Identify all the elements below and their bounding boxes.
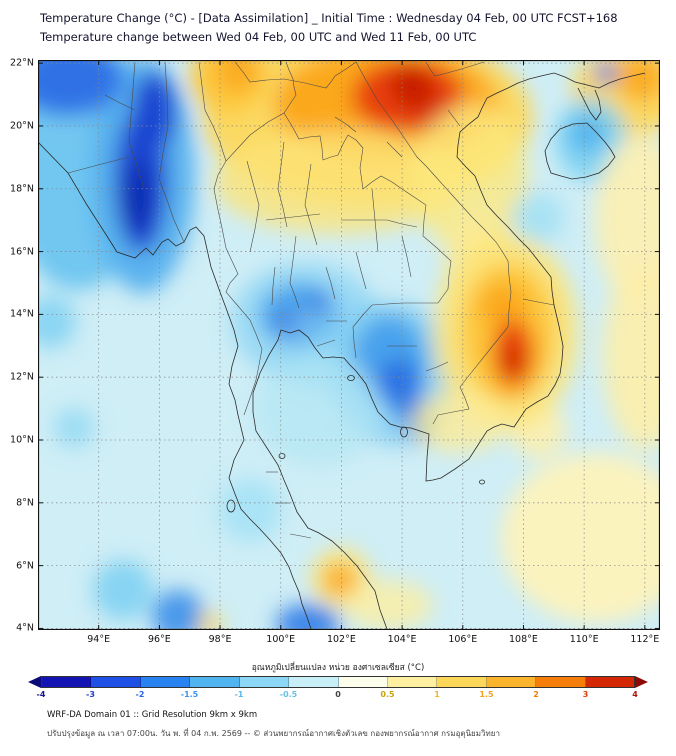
- colorbar-right-arrow: [635, 676, 648, 688]
- lon-tick-label: 98°E: [208, 634, 232, 645]
- colorbar-tick-label: -0.5: [279, 690, 298, 699]
- lat-tick-label: 18°N: [10, 183, 34, 195]
- lon-tick-label: 106°E: [448, 634, 478, 645]
- colorbar-tick-label: 2: [533, 690, 539, 699]
- colorbar-tick-label: -1.5: [180, 690, 199, 699]
- lon-tick-label: 94°E: [87, 634, 111, 645]
- colorbar-segments: [41, 676, 635, 688]
- lat-tick-label: 6°N: [16, 560, 34, 572]
- colorbar-tick-label: 4: [632, 690, 638, 699]
- lon-tick-label: 100°E: [266, 634, 296, 645]
- colorbar-segment: [239, 677, 290, 687]
- colorbar-segment: [387, 677, 438, 687]
- lon-tick-label: 112°E: [630, 634, 660, 645]
- colorbar-title: อุณหภูมิเปลี่ยนแปลง หน่วย องศาเซลเซียส (…: [251, 663, 425, 673]
- colorbar-ticks: -4 -3 -2 -1.5 -1 -0.5 0 0.5 1 1.5 2 3 4: [28, 690, 648, 702]
- title-block: Temperature Change (°C) - [Data Assimila…: [40, 9, 618, 47]
- colorbar-segment: [486, 677, 537, 687]
- domain-resolution-text: WRF-DA Domain 01 :: Grid Resolution 9km …: [47, 710, 258, 720]
- page-subtitle: Temperature change between Wed 04 Feb, 0…: [40, 29, 477, 44]
- colorbar-tick-label: -1: [234, 690, 244, 699]
- lat-tick-label: 20°N: [10, 120, 34, 132]
- lat-tick-label: 14°N: [10, 308, 34, 320]
- colorbar-left-arrow: [28, 676, 41, 688]
- lon-tick-label: 104°E: [387, 634, 417, 645]
- lat-tick-label: 16°N: [10, 246, 34, 258]
- colorbar-segment: [190, 677, 240, 687]
- lon-tick-label: 102°E: [326, 634, 356, 645]
- lat-tick-label: 8°N: [16, 497, 34, 509]
- colorbar-segment: [536, 677, 586, 687]
- colorbar-tick-label: 0: [335, 690, 341, 699]
- update-credit-text: ปรับปรุงข้อมูล ณ เวลา 07:00น. วัน พ. ที่…: [47, 729, 500, 738]
- coastlines: [38, 72, 646, 630]
- map-plot-area: 94°E 96°E 98°E 100°E 102°E 104°E 106°E 108°E 110…: [10, 58, 660, 645]
- lon-tick-label: 96°E: [147, 634, 171, 645]
- colorbar-segment: [91, 677, 141, 687]
- colorbar-segment: [437, 677, 487, 687]
- lon-tick-label: 108°E: [509, 634, 538, 645]
- colorbar-tick-label: 0.5: [380, 690, 395, 699]
- colorbar-segment: [42, 677, 92, 687]
- country-borders: [67, 61, 555, 539]
- lat-tick-label: 12°N: [10, 371, 34, 383]
- temperature-field: [38, 60, 660, 630]
- colorbar-tick-label: 1: [434, 690, 440, 699]
- colorbar-segment: [140, 677, 191, 687]
- colorbar-tick-label: 1.5: [479, 690, 494, 699]
- colorbar-bar: [28, 676, 648, 688]
- page-title: Temperature Change (°C) - [Data Assimila…: [40, 11, 618, 25]
- colorbar-tick-label: 3: [582, 690, 589, 699]
- map-frame: [38, 60, 660, 630]
- lat-tick-label: 4°N: [16, 622, 34, 634]
- colorbar-tick-label: -2: [135, 690, 145, 699]
- lon-tick-label: 110°E: [569, 634, 599, 645]
- colorbar-tick-label: -3: [86, 690, 95, 699]
- map-canvas: [38, 60, 660, 630]
- colorbar-segment: [338, 677, 388, 687]
- gridlines: [38, 60, 660, 630]
- colorbar-tick-label: -4: [36, 690, 46, 699]
- lat-tick-label: 22°N: [10, 57, 34, 69]
- colorbar: อุณหภูมิเปลี่ยนแปลง หน่วย องศาเซลเซียส (…: [28, 660, 648, 702]
- colorbar-segment: [289, 677, 339, 687]
- lat-tick-label: 10°N: [10, 434, 34, 446]
- colorbar-segment: [585, 677, 635, 687]
